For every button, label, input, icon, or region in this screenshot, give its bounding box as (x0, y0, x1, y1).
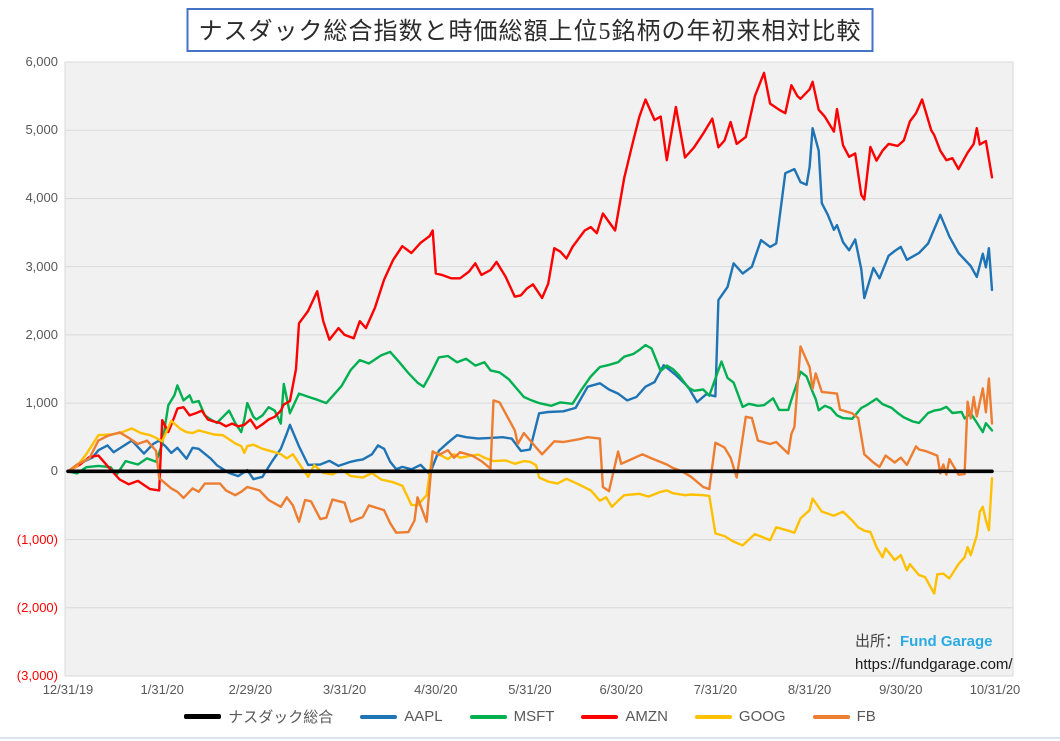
y-tick-label: 3,000 (25, 258, 58, 274)
source-line: 出所：Fund Garage (855, 630, 1013, 653)
legend-item-amzn: AMZN (581, 708, 668, 725)
source-url: https://fundgarage.com/ (855, 656, 1013, 673)
series-line-goog (66, 419, 994, 595)
source-note: 出所：Fund Garage https://fundgarage.com/ (855, 630, 1013, 676)
x-tick-label: 4/30/20 (414, 682, 458, 697)
y-tick-label: 1,000 (25, 395, 58, 411)
legend-swatch-fb (812, 714, 850, 719)
legend-swatch-goog (694, 714, 732, 719)
x-tick-label: 3/31/20 (322, 682, 367, 697)
y-tick-label: (3,000) (16, 668, 58, 683)
x-tick-label: 12/31/19 (42, 682, 94, 697)
x-tick-label: 6/30/20 (599, 682, 643, 697)
legend-swatch-nasdaq (184, 714, 222, 719)
y-tick-label: (1,000) (16, 531, 58, 547)
y-tick-label: 5,000 (25, 122, 58, 138)
y-tick-label: 6,000 (25, 54, 58, 69)
legend-label-goog: GOOG (738, 708, 786, 725)
source-label: 出所： (855, 633, 901, 650)
series-line-aapl (66, 126, 994, 481)
legend-label-aapl: AAPL (404, 708, 443, 725)
plot-background (64, 61, 1014, 677)
legend-label-fb: FB (856, 708, 876, 725)
x-tick-label: 7/31/20 (693, 682, 738, 697)
legend-swatch-amzn (581, 714, 619, 719)
legend-item-nasdaq: ナスダック総合 (184, 706, 333, 727)
chart-legend: ナスダック総合 AAPL MSFT AMZN GOOG FB (0, 706, 1060, 727)
legend-item-msft: MSFT (469, 708, 555, 725)
legend-label-amzn: AMZN (625, 708, 668, 725)
x-tick-label: 8/31/20 (787, 682, 832, 697)
x-tick-label: 9/30/20 (879, 682, 923, 697)
x-tick-label: 5/31/20 (508, 682, 552, 697)
legend-item-fb: FB (812, 708, 876, 725)
series-line-fb (66, 345, 994, 534)
y-tick-label: (2,000) (16, 599, 58, 615)
legend-label-msft: MSFT (513, 708, 555, 725)
series-line-amzn (66, 71, 994, 492)
x-tick-label: 2/29/20 (228, 682, 273, 697)
x-tick-label: 1/31/20 (140, 682, 184, 697)
x-tick-label: 10/31/20 (969, 682, 1021, 697)
legend-item-goog: GOOG (694, 708, 786, 725)
legend-label-nasdaq: ナスダック総合 (228, 709, 334, 726)
y-tick-label: 4,000 (25, 190, 58, 206)
legend-swatch-aapl (360, 714, 398, 719)
bottom-divider (0, 737, 1060, 739)
y-tick-label: 0 (50, 463, 58, 479)
legend-swatch-msft (469, 714, 507, 719)
series-line-msft (66, 343, 994, 476)
legend-item-aapl: AAPL (360, 708, 443, 725)
chart-title: ナスダック総合指数と時価総額上位5銘柄の年初来相対比較 (186, 8, 874, 52)
source-link[interactable]: Fund Garage (900, 633, 993, 650)
y-tick-label: 2,000 (25, 326, 58, 342)
